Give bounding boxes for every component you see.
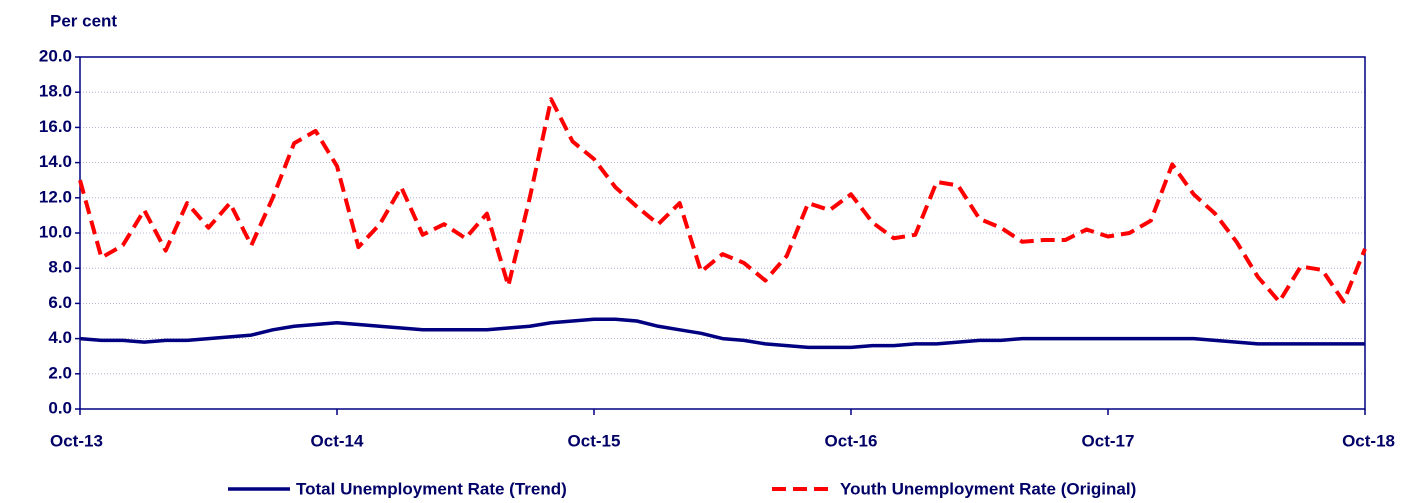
series-line (79, 317, 1365, 350)
y-tick-label: 10.0 (39, 222, 72, 241)
y-tick-label: 2.0 (48, 363, 72, 382)
y-tick-label: 14.0 (39, 152, 72, 171)
y-tick-label: 12.0 (39, 187, 72, 206)
x-tick-label: Oct-16 (825, 431, 878, 450)
x-tick-label: Oct-13 (50, 431, 103, 450)
y-tick-label: 6.0 (48, 293, 72, 312)
y-tick-label: 18.0 (39, 82, 72, 101)
y-tick-label: 4.0 (48, 328, 72, 347)
legend-label: Total Unemployment Rate (Trend) (296, 479, 567, 498)
legend-label: Youth Unemployment Rate (Original) (840, 479, 1136, 498)
y-tick-label: 16.0 (39, 117, 72, 136)
y-axis-title: Per cent (50, 11, 117, 30)
plot-border (79, 56, 1366, 410)
x-tick-label: Oct-15 (568, 431, 621, 450)
y-tick-label: 20.0 (39, 46, 72, 65)
x-tick-label: Oct-14 (311, 431, 364, 450)
x-tick-label: Oct-18 (1342, 431, 1395, 450)
y-tick-label: 8.0 (48, 258, 72, 277)
x-tick-label: Oct-17 (1082, 431, 1135, 450)
y-tick-label: 0.0 (48, 398, 72, 417)
series-line (78, 97, 1367, 304)
